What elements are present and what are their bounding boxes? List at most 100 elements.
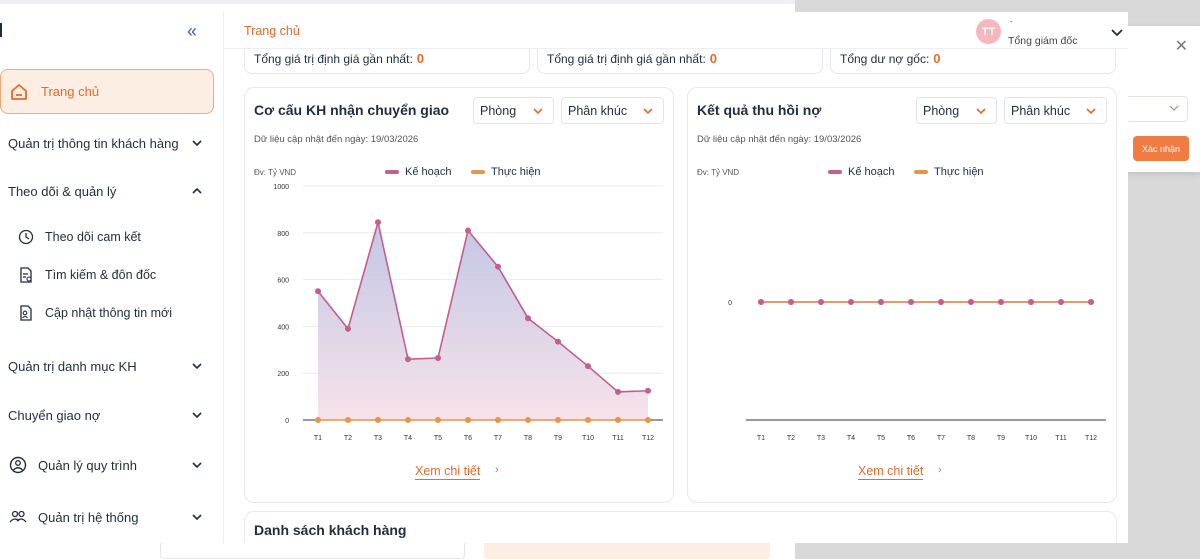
view-detail-link[interactable]: Xem chi tiết — [858, 464, 924, 480]
data-point-actual — [405, 417, 411, 423]
chevron-down-icon — [192, 363, 202, 370]
data-point-plan — [968, 299, 974, 305]
view-detail-link[interactable]: Xem chi tiết — [415, 464, 481, 480]
sidebar-subitem-update[interactable]: Cập nhật thông tin mới — [0, 302, 214, 324]
legend-swatch — [471, 170, 485, 174]
chart-card-transfer: Cơ cấu KH nhận chuyển giao Phòng Phân kh… — [244, 87, 674, 503]
x-tick-label: T11 — [1055, 435, 1067, 442]
chevron-down-icon — [1169, 105, 1179, 111]
card-title: Kết quả thu hồi nợ — [697, 102, 822, 118]
department-dropdown[interactable]: Phòng — [473, 97, 554, 124]
x-tick-label: T6 — [464, 435, 472, 442]
sidebar-item-label: Trang chủ — [41, 84, 100, 99]
app-window: « Trang chủ Quản trị thông tin khách hàn… — [0, 12, 1128, 543]
legend-swatch — [828, 170, 842, 174]
clock-icon — [18, 229, 34, 245]
sidebar-subitem-search[interactable]: Tìm kiếm & đôn đốc — [0, 264, 214, 286]
sidebar-item-debt-transfer[interactable]: Chuyển giao nợ — [0, 403, 214, 427]
data-point-actual — [555, 417, 561, 423]
legend-swatch — [385, 170, 399, 174]
segment-dropdown[interactable]: Phân khúc — [1004, 97, 1107, 124]
x-tick-label: T2 — [344, 435, 352, 442]
user-name: - — [1010, 17, 1013, 26]
chart-card-recovery: Kết quả thu hồi nợ Phòng Phân khúc Dữ li… — [687, 87, 1117, 503]
data-point-plan — [938, 299, 944, 305]
chevron-down-icon — [1086, 108, 1096, 115]
sidebar-item-label: Quản trị danh mục KH — [8, 358, 137, 374]
sidebar-item-label: Quản trị thông tin khách hàng — [8, 135, 179, 151]
data-point-plan — [908, 299, 914, 305]
data-point-actual — [315, 417, 321, 423]
y-tick-label: 1000 — [273, 184, 289, 191]
x-tick-label: T5 — [877, 435, 885, 442]
legend-label: Thực hiện — [491, 166, 541, 178]
chart-recovery: 0 T1 T2 T3 T4 T5 T6 T7 T8 T9 T10 T11 T12 — [728, 299, 1106, 442]
chevron-down-icon — [643, 108, 653, 115]
sidebar-item-system[interactable]: Quản trị hệ thống — [0, 505, 214, 529]
x-tick-label: T7 — [937, 435, 945, 442]
data-point-actual — [525, 417, 531, 423]
chevron-right-icon: › — [938, 464, 942, 476]
background-banner — [484, 538, 770, 559]
data-point-plan — [998, 299, 1004, 305]
sidebar-item-home[interactable]: Trang chủ — [0, 69, 214, 114]
data-point-plan — [585, 363, 591, 370]
sidebar-subitem-label: Theo dõi cam kết — [45, 230, 141, 244]
sidebar-item-customer-info[interactable]: Quản trị thông tin khách hàng — [0, 131, 214, 155]
x-tick-label: T12 — [642, 435, 654, 442]
breadcrumb[interactable]: Trang chủ — [244, 24, 300, 38]
segment-dropdown[interactable]: Phân khúc — [561, 97, 664, 124]
sidebar-item-catalog[interactable]: Quản trị danh mục KH — [0, 354, 214, 378]
chart-transfer: 0 200 400 600 800 1000 T1 T2 T3 T4 T5 T6 T7 T8 T9 T10 T1… — [273, 184, 663, 442]
data-point-actual — [465, 417, 471, 423]
y-tick-label: 800 — [277, 231, 289, 238]
legend-swatch — [914, 170, 928, 174]
data-point-plan — [345, 325, 351, 332]
data-point-plan — [465, 227, 471, 234]
collapse-sidebar-icon[interactable]: « — [187, 21, 198, 41]
summary-value: 0 — [416, 51, 425, 66]
data-point-plan — [525, 315, 531, 322]
data-point-plan — [788, 299, 794, 305]
user-settings-icon — [9, 456, 27, 474]
x-tick-label: T10 — [582, 435, 594, 442]
chevron-down-icon — [192, 140, 202, 147]
data-point-plan — [435, 354, 441, 361]
close-icon[interactable]: ✕ — [1174, 38, 1188, 55]
y-tick-label: 200 — [277, 371, 289, 378]
summary-value: 0 — [709, 51, 718, 66]
top-header: Trang chủ TT - Tổng giám đốc — [224, 12, 1128, 49]
legend-plan: Kế hoạch — [385, 166, 451, 178]
users-icon — [9, 510, 27, 523]
chevron-up-icon — [192, 187, 202, 194]
sidebar-item-label: Theo dõi & quản lý — [8, 183, 117, 199]
summary-value: 0 — [933, 51, 941, 66]
data-point-plan — [818, 299, 824, 305]
x-tick-label: T1 — [314, 435, 322, 442]
sidebar: « Trang chủ Quản trị thông tin khách hàn… — [0, 12, 224, 543]
customer-list-card: Danh sách khách hàng — [244, 511, 1117, 543]
dropdown-value: Phân khúc — [1011, 103, 1071, 118]
x-tick-label: T9 — [997, 435, 1005, 442]
popup-select[interactable] — [1100, 96, 1188, 122]
sidebar-item-monitoring[interactable]: Theo dõi & quản lý — [0, 179, 214, 203]
data-point-actual — [435, 417, 441, 423]
data-point-actual — [585, 417, 591, 423]
sidebar-item-process[interactable]: Quản lý quy trình — [0, 453, 214, 477]
sidebar-item-label: Quản trị hệ thống — [38, 509, 139, 525]
department-dropdown[interactable]: Phòng — [916, 97, 997, 124]
avatar[interactable]: TT — [976, 19, 1001, 44]
list-title: Danh sách khách hàng — [254, 522, 407, 538]
data-point-plan — [375, 219, 381, 226]
summary-text: Tổng giá trị định giá gần nhất: 0 — [254, 51, 425, 66]
data-point-plan — [1088, 299, 1094, 305]
sidebar-subitem-label: Tìm kiếm & đôn đốc — [45, 268, 157, 282]
background-strip — [0, 0, 795, 4]
sidebar-subitem-commitments[interactable]: Theo dõi cam kết — [0, 226, 214, 248]
card-title: Cơ cấu KH nhận chuyển giao — [254, 102, 450, 118]
x-tick-label: T3 — [374, 435, 382, 442]
data-point-plan — [495, 263, 501, 270]
chevron-down-icon[interactable] — [1110, 25, 1124, 39]
confirm-button[interactable]: Xác nhận — [1133, 136, 1189, 161]
update-date: Dữ liệu cập nhật đến ngày: 19/03/2026 — [697, 134, 862, 145]
